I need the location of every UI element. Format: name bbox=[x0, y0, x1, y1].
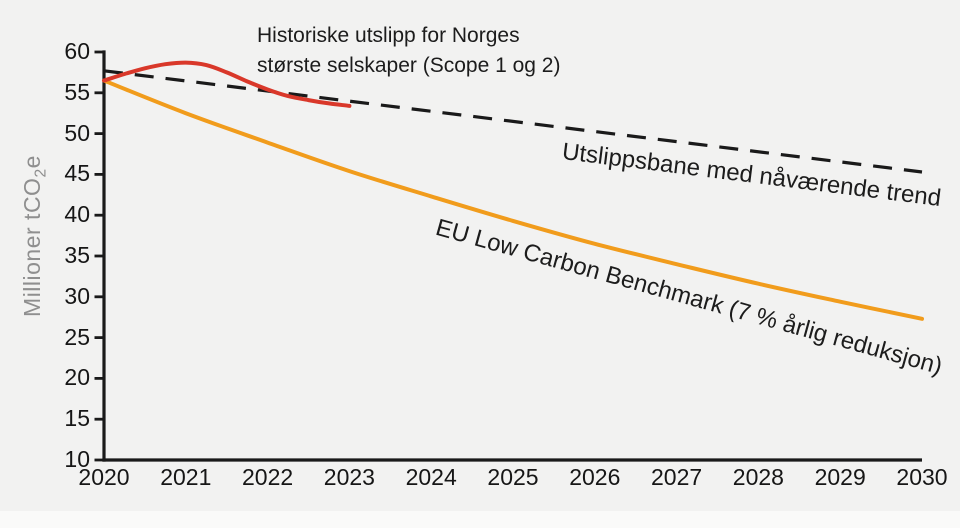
x-tick-label: 2021 bbox=[160, 464, 212, 490]
x-tick-label: 2028 bbox=[732, 464, 784, 490]
x-tick-label: 2026 bbox=[569, 464, 621, 490]
historical-emissions-line bbox=[102, 60, 352, 108]
x-tick-label: 2022 bbox=[242, 464, 294, 490]
y-tick-label: 40 bbox=[64, 201, 90, 228]
y-tick-label: 15 bbox=[64, 405, 90, 432]
y-axis-title: Millioner tCO2e bbox=[19, 136, 50, 336]
trend-line bbox=[103, 69, 923, 174]
x-tick-label: 2029 bbox=[814, 464, 866, 490]
y-tick-label: 45 bbox=[64, 160, 90, 187]
y-axis-title-suffix: e bbox=[19, 155, 45, 169]
x-tick-label: 2030 bbox=[896, 464, 948, 490]
x-tick-label: 2025 bbox=[487, 464, 539, 490]
y-tick-label: 30 bbox=[64, 282, 90, 309]
bottom-margin-strip bbox=[0, 511, 960, 528]
benchmark-line bbox=[102, 78, 924, 321]
x-tick-label: 2020 bbox=[78, 464, 130, 490]
y-tick-label: 60 bbox=[64, 38, 90, 64]
y-tick-label: 35 bbox=[64, 242, 90, 268]
y-axis-title-text: Millioner tCO bbox=[19, 177, 45, 317]
chart-title-line1: Historiske utslipp for Norges bbox=[257, 24, 520, 47]
y-axis-title-subscript: 2 bbox=[32, 168, 50, 178]
y-tick-label: 25 bbox=[64, 323, 90, 350]
chart-title-line2: største selskaper (Scope 1 og 2) bbox=[257, 54, 561, 77]
y-tick-label: 10 bbox=[64, 446, 90, 472]
chart-title: Historiske utslipp for Norges største se… bbox=[257, 21, 560, 81]
y-tick-label: 20 bbox=[64, 364, 90, 391]
x-tick-label: 2024 bbox=[405, 464, 457, 490]
y-tick-label: 55 bbox=[64, 78, 90, 105]
x-tick-label: 2027 bbox=[651, 464, 703, 490]
y-tick-label: 50 bbox=[64, 119, 90, 146]
x-tick-label: 2023 bbox=[323, 464, 375, 490]
